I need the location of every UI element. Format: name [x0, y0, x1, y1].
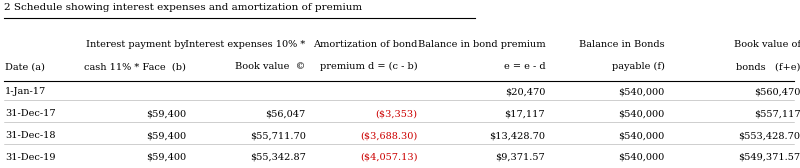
Text: Interest payment by: Interest payment by	[86, 40, 186, 49]
Text: bonds   (f+e): bonds (f+e)	[736, 62, 800, 71]
Text: $540,000: $540,000	[618, 153, 665, 162]
Text: 31-Dec-17: 31-Dec-17	[5, 109, 55, 118]
Text: $549,371.57: $549,371.57	[738, 153, 800, 162]
Text: Book value  ©: Book value ©	[235, 62, 306, 71]
Text: 2 Schedule showing interest expenses and amortization of premium: 2 Schedule showing interest expenses and…	[4, 3, 362, 12]
Text: ($3,688.30): ($3,688.30)	[360, 131, 418, 140]
Text: cash 11% * Face  (b): cash 11% * Face (b)	[84, 62, 186, 71]
Text: $557,117: $557,117	[754, 109, 800, 118]
Text: Interest expenses 10% *: Interest expenses 10% *	[186, 40, 306, 49]
Text: $13,428.70: $13,428.70	[489, 131, 545, 140]
Text: $560,470: $560,470	[754, 87, 800, 96]
Text: e = e - d: e = e - d	[503, 62, 545, 71]
Text: $540,000: $540,000	[618, 87, 665, 96]
Text: $59,400: $59,400	[146, 153, 186, 162]
Text: $9,371.57: $9,371.57	[495, 153, 545, 162]
Text: payable (f): payable (f)	[612, 62, 665, 71]
Text: Amortization of bond: Amortization of bond	[313, 40, 418, 49]
Text: $17,117: $17,117	[505, 109, 545, 118]
Text: $56,047: $56,047	[266, 109, 306, 118]
Text: 31-Dec-18: 31-Dec-18	[5, 131, 55, 140]
Text: $59,400: $59,400	[146, 109, 186, 118]
Text: 31-Dec-19: 31-Dec-19	[5, 153, 55, 162]
Text: $553,428.70: $553,428.70	[738, 131, 800, 140]
Text: $59,400: $59,400	[146, 131, 186, 140]
Text: $55,711.70: $55,711.70	[250, 131, 306, 140]
Text: ($3,353): ($3,353)	[375, 109, 418, 118]
Text: Balance in Bonds: Balance in Bonds	[579, 40, 665, 49]
Text: premium d = (c - b): premium d = (c - b)	[320, 62, 418, 71]
Text: Balance in bond premium: Balance in bond premium	[418, 40, 545, 49]
Text: 1-Jan-17: 1-Jan-17	[5, 87, 46, 96]
Text: Book value of: Book value of	[734, 40, 800, 49]
Text: $540,000: $540,000	[618, 109, 665, 118]
Text: Date (a): Date (a)	[5, 62, 45, 71]
Text: ($4,057.13): ($4,057.13)	[360, 153, 418, 162]
Text: $540,000: $540,000	[618, 131, 665, 140]
Text: $55,342.87: $55,342.87	[250, 153, 306, 162]
Text: $20,470: $20,470	[505, 87, 545, 96]
